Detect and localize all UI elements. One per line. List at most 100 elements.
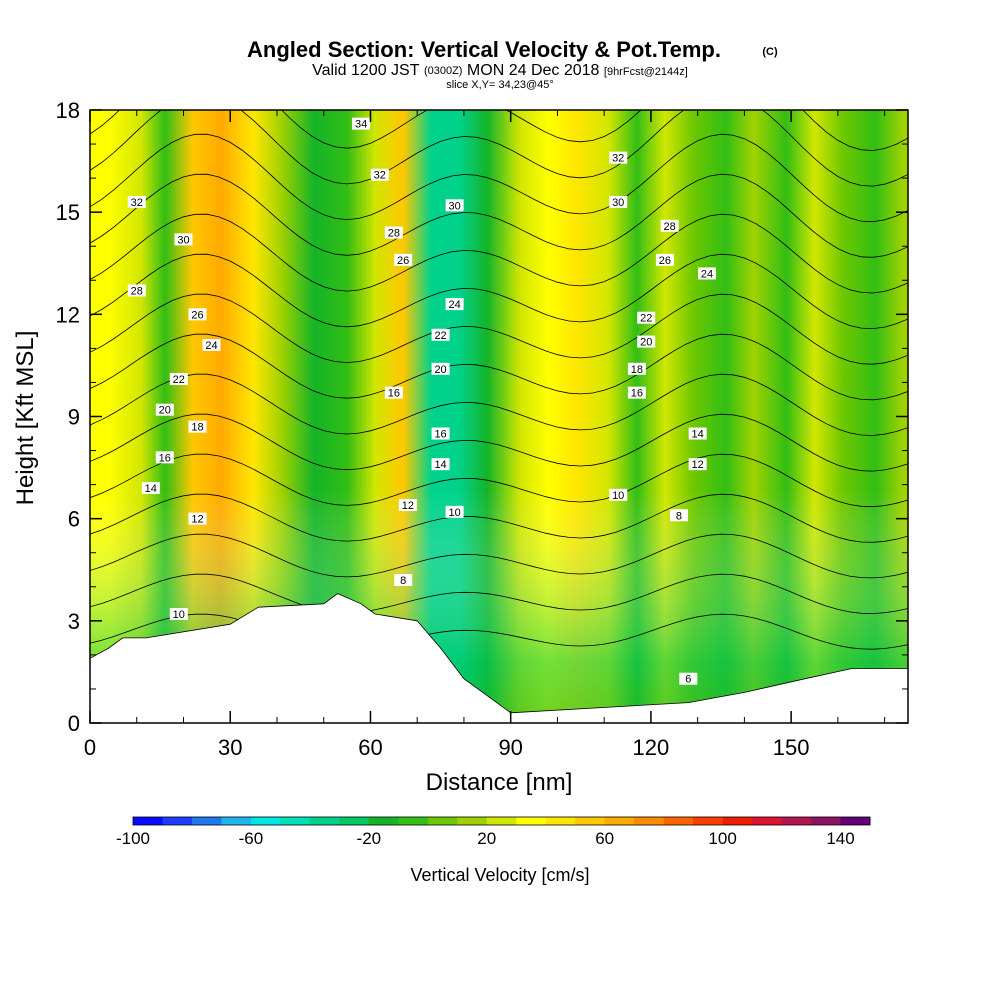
colorbar-swatch [398,817,429,825]
svg-text:16: 16 [631,388,643,400]
colorbar-swatch [663,817,694,825]
contour-label: 14 [688,427,707,441]
colorbar-swatch [427,817,458,825]
svg-text:32: 32 [374,170,386,182]
terrain-mask [90,593,908,723]
contour-label: 10 [445,505,464,519]
x-tick-label: 120 [633,735,670,760]
contour-label: 32 [609,151,628,165]
svg-text:8: 8 [400,575,406,587]
slice-subtitle: slice X,Y= 34,23@45° [446,79,554,91]
contour-label: 20 [431,362,450,376]
y-tick-label: 3 [68,609,80,634]
y-tick-label: 18 [56,98,80,123]
svg-text:20: 20 [434,364,446,376]
colorbar-swatch [545,817,576,825]
contour-label: 10 [609,488,628,502]
lower-level-shading [90,110,908,723]
svg-text:14: 14 [145,483,157,495]
y-tick-label: 6 [68,507,80,532]
svg-text:34: 34 [355,119,367,131]
contour-label: 16 [384,386,403,400]
contour-label: 30 [174,233,193,246]
contour-label: 24 [698,267,717,280]
contour-label: 32 [127,195,146,209]
colorbar-swatch [162,817,193,825]
axes: 0 30 60 90 120 150 0 3 6 9 12 15 18 [56,98,908,760]
contour-label: 30 [609,195,628,209]
colorbar-swatch [811,817,842,825]
svg-text:10: 10 [612,490,624,502]
colorbar-swatch [781,817,812,825]
contour-label: 20 [637,335,656,349]
contour-label: 22 [637,311,656,325]
svg-text:10: 10 [173,609,185,621]
svg-text:14: 14 [692,429,704,441]
svg-text:8: 8 [676,510,682,522]
contour-label: 26 [655,253,674,267]
contour-label: 28 [127,284,146,297]
contour-label: 22 [431,328,450,342]
contour-label: 22 [169,373,188,386]
svg-text:24: 24 [448,299,460,311]
colorbar-swatch [368,817,399,825]
contour-label: 24 [202,338,221,352]
x-tick-label: 30 [218,735,242,760]
colorbar-swatch [457,817,488,825]
colorbar-swatch [339,817,370,825]
contour-label: 6 [679,672,698,686]
svg-text:30: 30 [612,197,624,209]
y-tick-label: 12 [56,302,80,327]
plot-area: 34 32 32 32 30 30 30 28 28 28 26 26 26 24 24 24 22 22 22 20… [90,110,908,723]
svg-text:32: 32 [131,197,143,209]
x-tick-label: 90 [498,735,522,760]
contour-label: 34 [352,117,371,131]
svg-text:28: 28 [388,228,400,240]
svg-text:26: 26 [191,309,203,321]
contour-label: 16 [155,451,174,464]
isentrope-line [90,213,908,294]
svg-text:16: 16 [434,429,446,441]
contour-label: 10 [169,608,188,621]
contour-label: 30 [445,199,464,212]
chart-title: Angled Section: Vertical Velocity & Pot.… [247,37,721,62]
contour-labels: 34 32 32 32 30 30 30 28 28 28 26 26 26 24 24 24 22 22 22 20… [127,117,717,686]
isentrope-line [90,373,908,436]
colorbar-swatch [693,817,724,825]
svg-text:10: 10 [448,507,460,519]
svg-text:12: 12 [692,459,704,471]
colorbar-swatch [280,817,311,825]
isentrope-line [90,110,908,187]
svg-text:32: 32 [612,153,624,165]
isentrope-line [90,293,908,365]
colorbar-swatch [840,817,871,825]
svg-text:28: 28 [131,285,143,297]
colorbar-swatch [604,817,635,825]
y-tick-label: 9 [68,405,80,430]
contour-label: 32 [370,168,389,182]
isentrope-line [90,173,908,258]
isentrope-line [90,333,908,401]
svg-text:30: 30 [448,200,460,212]
colorbar-swatch [133,817,163,825]
y-axis-label: Height [Kft MSL] [12,331,39,506]
contour-label: 12 [688,458,707,471]
x-tick-label: 60 [358,735,382,760]
colorbar-tick-label: -100 [116,829,150,848]
contour-label: 14 [431,458,450,471]
svg-text:12: 12 [191,514,203,526]
colorbar-tick-label: 60 [595,829,614,848]
colorbar-swatch [221,817,252,825]
colorbar-swatch [486,817,517,825]
svg-text:20: 20 [159,405,171,417]
contour-label: 20 [155,403,174,417]
colorbar-tick-label: 140 [826,829,854,848]
y-tick-label: 0 [68,711,80,736]
svg-text:22: 22 [173,374,185,386]
contour-label: 24 [445,298,464,311]
svg-text:14: 14 [434,459,446,471]
isentrope-line [90,493,908,543]
isentrope-line [90,253,908,330]
isentrope-line [90,573,908,615]
